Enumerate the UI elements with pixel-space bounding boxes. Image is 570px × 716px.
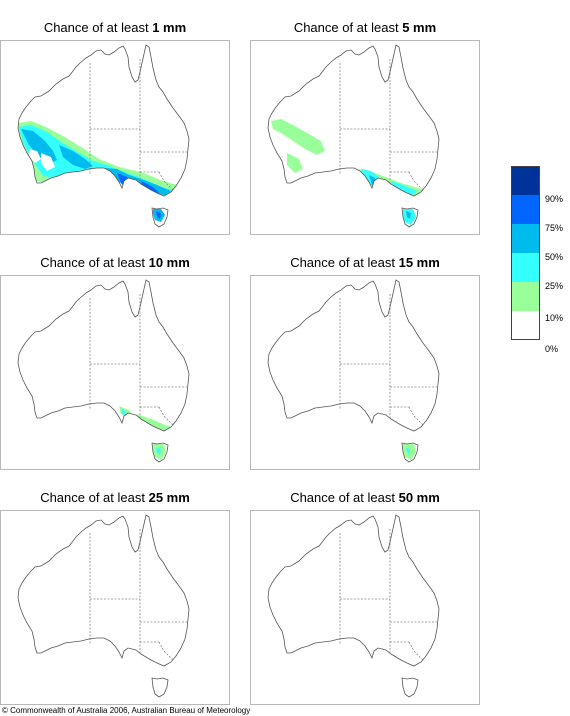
panel-title: Chance of at least 10 mm xyxy=(40,255,190,270)
state-border xyxy=(408,171,424,191)
shading-region xyxy=(391,181,417,196)
map-svg xyxy=(267,279,440,463)
tasmania-coastline xyxy=(151,207,169,228)
legend-swatch-10 xyxy=(511,282,540,311)
mainland-coastline xyxy=(17,279,190,432)
tasmania-coastline xyxy=(401,677,419,698)
state-border xyxy=(408,641,424,661)
panel-title: Chance of at least 25 mm xyxy=(40,490,190,505)
legend-label-75: 75% xyxy=(545,223,564,233)
shading-region xyxy=(406,448,410,454)
australia-map xyxy=(0,510,230,705)
state-border xyxy=(158,171,174,191)
shading-region xyxy=(156,211,161,219)
shading-region xyxy=(19,125,177,195)
state-border xyxy=(158,406,174,426)
shading-region xyxy=(271,119,325,155)
state-border xyxy=(408,406,424,426)
shading-region xyxy=(141,181,159,194)
shading-region xyxy=(156,448,161,455)
map-svg xyxy=(267,514,440,698)
panel-title: Chance of at least 15 mm xyxy=(290,255,440,270)
mainland-coastline xyxy=(17,514,190,667)
australia-map xyxy=(250,40,480,235)
legend-swatch-75 xyxy=(511,195,540,224)
shading-region xyxy=(406,211,411,219)
legend-label-90: 90% xyxy=(545,194,564,204)
legend-label-0: 0% xyxy=(545,344,559,354)
shading-region xyxy=(119,406,133,418)
australia-map xyxy=(250,275,480,470)
rainfall-shading xyxy=(119,406,177,460)
legend-swatch-90 xyxy=(511,166,540,195)
legend-swatch-0 xyxy=(511,311,540,340)
rainfall-shading xyxy=(18,121,184,222)
legend-swatch-25 xyxy=(511,253,540,282)
panel-title: Chance of at least 50 mm xyxy=(290,490,440,505)
shading-region xyxy=(121,408,126,415)
mainland-coastline xyxy=(267,44,440,197)
shading-region xyxy=(287,153,303,173)
map-svg xyxy=(17,44,190,228)
tasmania-coastline xyxy=(151,442,169,463)
copyright-notice: © Commonwealth of Australia 2006, Austra… xyxy=(2,706,251,715)
tasmania-coastline xyxy=(401,207,419,228)
australia-map xyxy=(250,510,480,705)
panel-title: Chance of at least 5 mm xyxy=(293,20,437,35)
shading-region xyxy=(41,153,55,171)
mainland-coastline xyxy=(267,514,440,667)
map-svg xyxy=(17,514,190,698)
legend-label-25: 25% xyxy=(545,281,564,291)
australia-map xyxy=(0,275,230,470)
shading-region xyxy=(59,145,93,169)
tasmania-coastline xyxy=(401,442,419,463)
shading-region xyxy=(137,414,177,432)
mainland-coastline xyxy=(267,279,440,432)
legend-swatch-50 xyxy=(511,224,540,253)
shading-region xyxy=(403,444,416,460)
shading-region xyxy=(29,149,41,163)
australia-map xyxy=(0,40,230,235)
legend-label-10: 10% xyxy=(545,313,564,323)
map-svg xyxy=(267,44,440,228)
probability-legend: 90% 75% 50% 25% 10% 0% xyxy=(511,166,570,356)
panel-title: Chance of at least 1 mm xyxy=(43,20,187,35)
state-border xyxy=(158,641,174,661)
shading-region xyxy=(21,129,57,163)
mainland-coastline xyxy=(17,44,190,197)
map-svg xyxy=(17,279,190,463)
legend-label-50: 50% xyxy=(545,252,564,262)
tasmania-coastline xyxy=(151,677,169,698)
rainfall-shading xyxy=(403,444,416,460)
